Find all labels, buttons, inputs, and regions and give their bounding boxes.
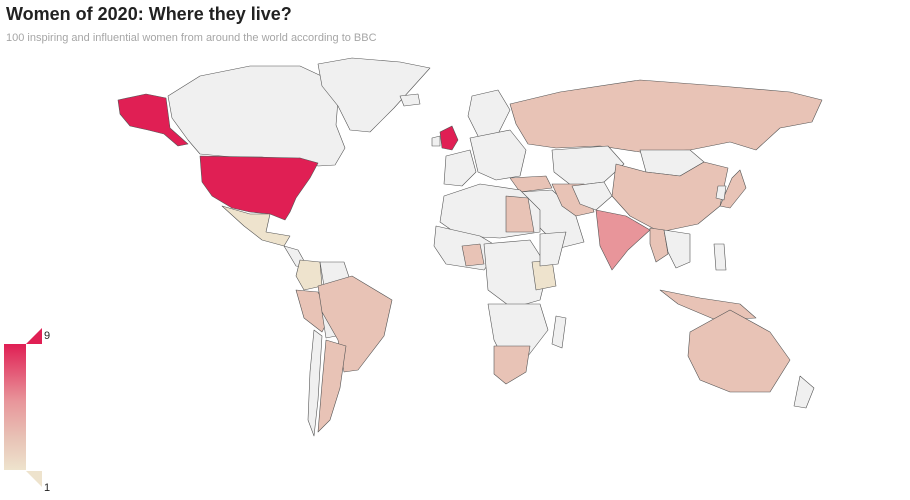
region-myanmar[interactable]	[649, 227, 669, 263]
region-russia[interactable]	[509, 79, 823, 153]
region-europe-west[interactable]	[443, 149, 477, 187]
region-united-kingdom[interactable]	[439, 125, 459, 151]
region-central-africa[interactable]	[483, 239, 549, 309]
region-east-africa[interactable]	[539, 231, 567, 267]
legend-min-label: 1	[44, 482, 51, 494]
region-indonesia[interactable]	[659, 289, 757, 321]
region-australia[interactable]	[687, 309, 791, 393]
region-canada[interactable]	[167, 65, 346, 167]
region-nigeria[interactable]	[461, 243, 485, 267]
legend-max-handle-icon[interactable]	[26, 328, 42, 344]
region-alaska[interactable]	[117, 93, 189, 147]
region-japan[interactable]	[719, 169, 747, 209]
legend-gradient-bar[interactable]	[4, 344, 26, 470]
map-title: Women of 2020: Where they live?	[6, 4, 292, 24]
region-south-africa[interactable]	[493, 345, 531, 385]
region-europe-central[interactable]	[469, 129, 527, 181]
region-iceland[interactable]	[399, 93, 421, 107]
region-turkey[interactable]	[509, 175, 553, 193]
region-central-asia[interactable]	[571, 181, 613, 211]
region-new-zealand[interactable]	[793, 375, 815, 409]
map-subtitle: 100 inspiring and influential women from…	[6, 32, 377, 44]
color-legend: 9 1	[4, 326, 64, 498]
region-philippines[interactable]	[713, 243, 727, 271]
region-madagascar[interactable]	[551, 315, 567, 349]
region-united-states[interactable]	[199, 155, 319, 221]
region-greenland[interactable]	[317, 57, 431, 133]
region-india[interactable]	[595, 209, 651, 271]
region-korea[interactable]	[715, 185, 727, 201]
legend-max-label: 9	[44, 330, 51, 342]
region-argentina[interactable]	[317, 339, 347, 433]
region-chile[interactable]	[307, 329, 323, 437]
region-egypt[interactable]	[505, 195, 535, 233]
region-colombia[interactable]	[295, 259, 323, 291]
region-brazil[interactable]	[317, 275, 393, 373]
region-ireland[interactable]	[431, 135, 441, 147]
region-kazakhstan[interactable]	[551, 145, 625, 187]
region-mexico[interactable]	[221, 205, 291, 247]
region-southeast-asia[interactable]	[663, 229, 691, 269]
legend-min-handle-icon[interactable]	[26, 471, 42, 487]
